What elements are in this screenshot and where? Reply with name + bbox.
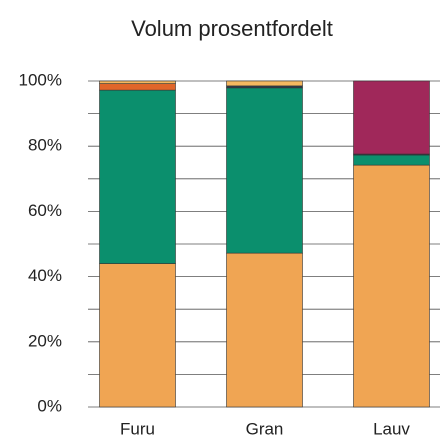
- bar-segment: [353, 154, 430, 166]
- bar-segment: [99, 83, 176, 91]
- x-tick-label: Lauv: [373, 419, 410, 438]
- y-tick-label: 40%: [28, 266, 62, 285]
- x-tick-label: Furu: [120, 419, 155, 438]
- bar-segment: [99, 89, 176, 264]
- chart-title: Volum prosentfordelt: [131, 16, 333, 41]
- y-tick-label: 100%: [19, 70, 62, 89]
- bar-segment: [99, 80, 176, 84]
- y-tick-label: 80%: [28, 136, 62, 155]
- y-tick-label: 60%: [28, 201, 62, 220]
- x-tick-label: Gran: [246, 419, 284, 438]
- bar-segment: [226, 252, 303, 408]
- y-tick-label: 0%: [37, 396, 62, 415]
- bar-segment: [353, 80, 430, 155]
- bar-segment: [99, 263, 176, 408]
- bar-segment: [353, 164, 430, 408]
- y-tick-label: 20%: [28, 331, 62, 350]
- bar-segment: [226, 80, 303, 87]
- bar-segment: [226, 87, 303, 254]
